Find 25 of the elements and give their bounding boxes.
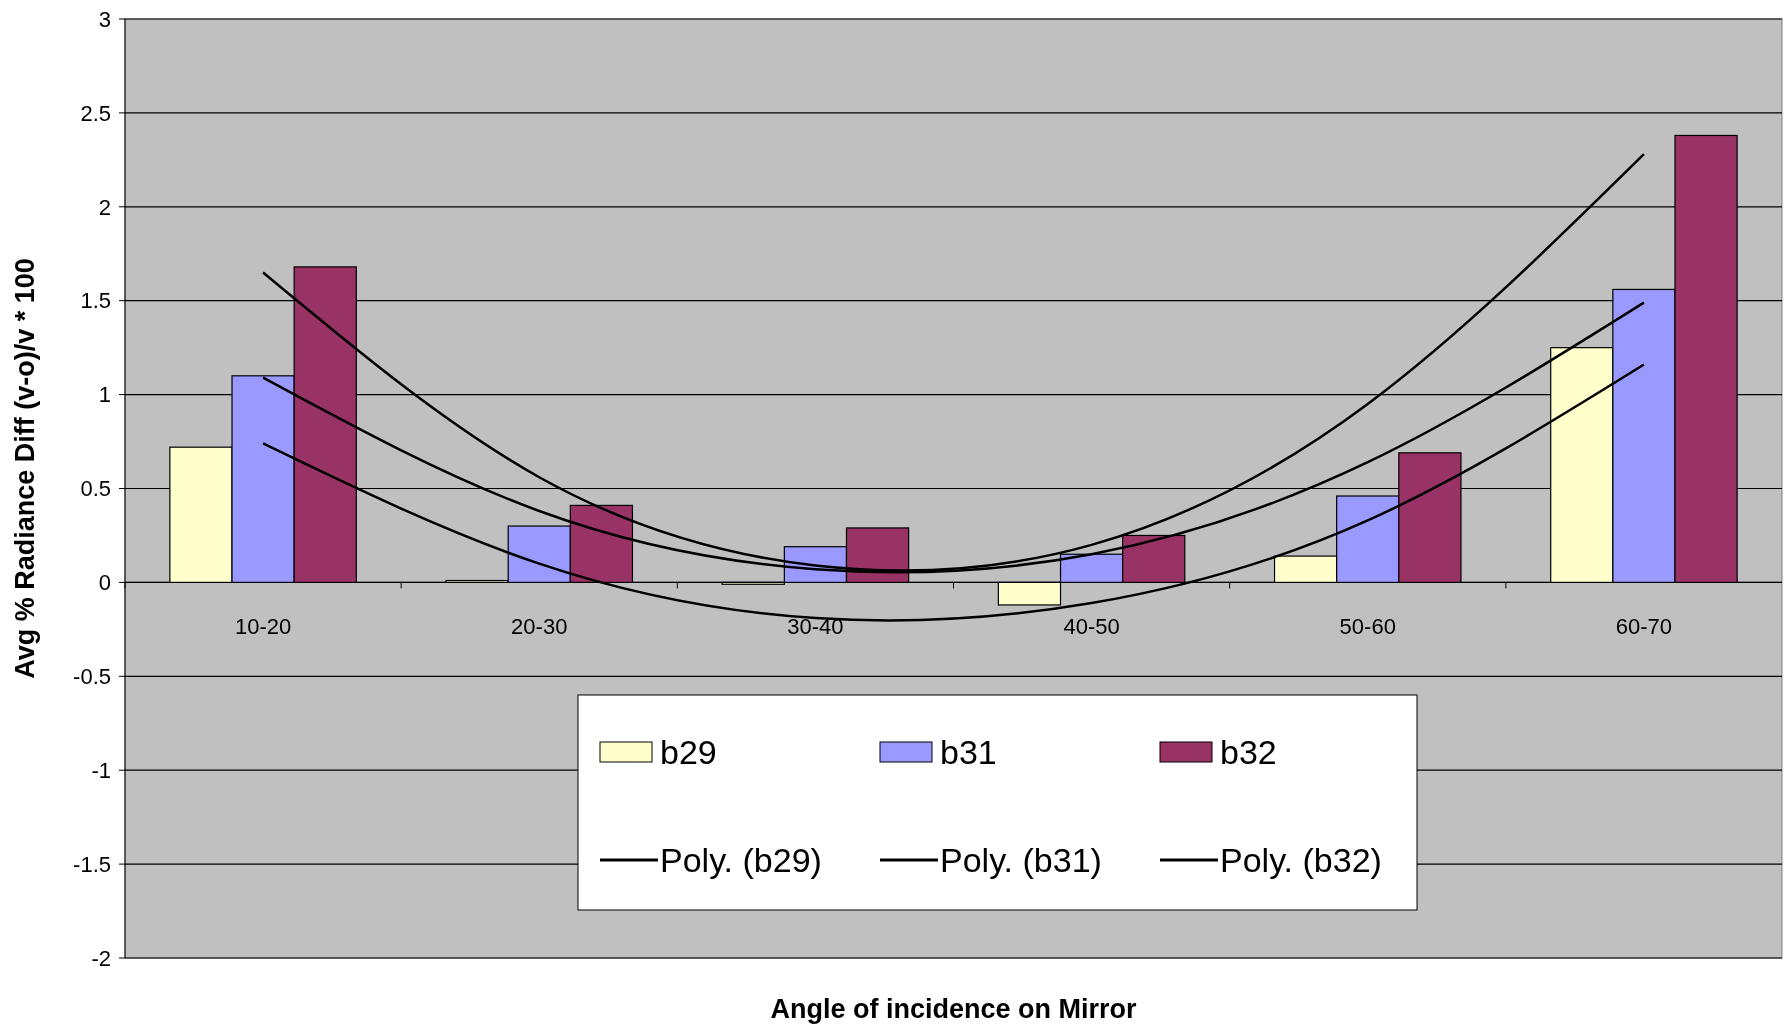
legend-label: b32 (1220, 732, 1277, 771)
x-tick-label: 50-60 (1339, 614, 1396, 640)
y-tick-label: -2 (91, 945, 111, 971)
y-tick-label: 1 (98, 382, 111, 408)
y-axis-title: Avg % Radiance Diff (v-o)/v * 100 (10, 258, 40, 679)
x-axis-title: Angle of incidence on Mirror (770, 994, 1138, 1024)
legend-label: b31 (940, 732, 997, 771)
y-tick-label: 3 (98, 6, 111, 32)
y-tick-label: 0 (98, 570, 111, 596)
y-tick-label: 2 (98, 194, 111, 220)
y-tick-label: -0.5 (73, 664, 111, 689)
x-tick-label: 20-30 (511, 614, 568, 640)
y-tick-label: 1.5 (80, 288, 111, 314)
y-tick-label: -1.5 (73, 851, 111, 877)
y-tick-label: -1 (91, 757, 111, 783)
x-tick-label: 40-50 (1063, 614, 1120, 640)
legend-label: b29 (660, 732, 717, 771)
y-tick-label: 0.5 (80, 476, 111, 502)
legend-label: Poly. (b31) (940, 840, 1102, 879)
x-tick-label: 60-70 (1615, 614, 1673, 640)
y-tick-label: 2.5 (80, 100, 111, 126)
x-tick-label: 30-40 (787, 614, 844, 640)
legend-label: Poly. (b32) (1220, 840, 1382, 879)
legend-label: Poly. (b29) (660, 840, 822, 879)
x-tick-label: 10-20 (234, 614, 292, 640)
